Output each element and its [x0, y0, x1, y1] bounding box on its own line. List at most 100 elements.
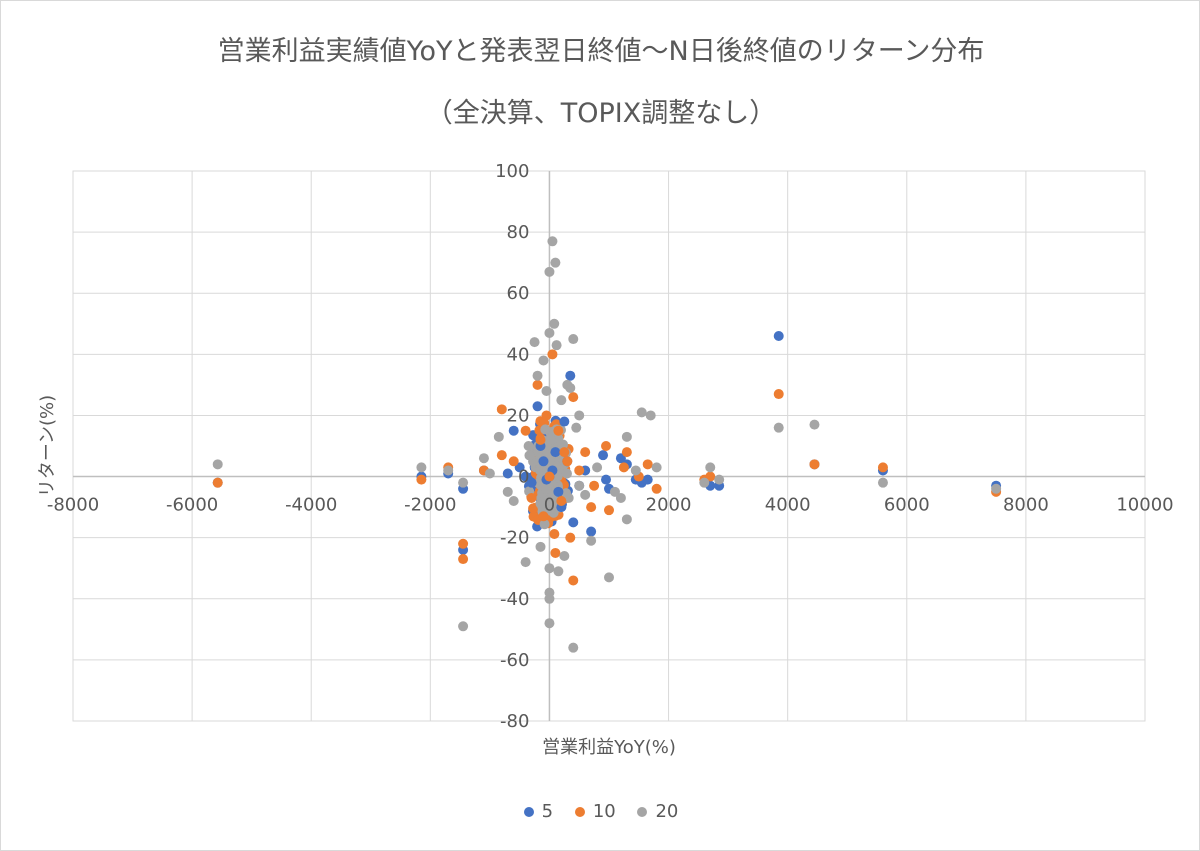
- data-point-20: [478, 453, 489, 464]
- y-tick-label: 40: [507, 344, 530, 365]
- y-tick-label: 60: [507, 283, 530, 304]
- data-point-20: [705, 462, 716, 473]
- data-point-10: [604, 505, 614, 516]
- data-point-20: [529, 337, 540, 348]
- x-tick-label: 6000: [884, 495, 930, 516]
- data-point-10: [496, 404, 507, 415]
- x-tick-label: 10000: [1116, 495, 1173, 516]
- x-tick-label: 2000: [646, 495, 692, 516]
- legend-label-5: 5: [541, 801, 554, 822]
- x-tick-label: -4000: [285, 495, 337, 516]
- data-point-20: [556, 395, 567, 406]
- chart-title: 営業利益実績値YoYと発表翌日終値～N日後終値のリターン分布: [217, 36, 985, 67]
- data-point-20: [651, 462, 662, 473]
- data-point-10: [618, 462, 629, 473]
- data-point-10: [458, 538, 469, 549]
- data-point-20: [212, 459, 223, 470]
- data-point-20: [547, 236, 558, 247]
- data-point-5: [532, 401, 543, 412]
- y-tick-label: 20: [507, 405, 530, 426]
- data-point-10: [547, 349, 558, 360]
- data-point-5: [565, 370, 576, 381]
- data-point-20: [621, 431, 632, 442]
- data-point-10: [621, 447, 632, 458]
- data-point-10: [651, 483, 662, 494]
- data-point-10: [601, 441, 612, 451]
- data-point-20: [592, 462, 603, 473]
- data-point-5: [559, 416, 570, 427]
- y-tick-label: -20: [500, 528, 529, 549]
- x-tick-label: 8000: [1003, 495, 1049, 516]
- data-point-20: [538, 355, 549, 366]
- data-point-20: [645, 410, 656, 421]
- x-tick-label: 4000: [765, 495, 811, 516]
- data-point-20: [550, 257, 561, 268]
- data-points: [212, 236, 1002, 653]
- data-point-10: [416, 474, 427, 485]
- y-axis-label: リターン(%): [37, 395, 58, 497]
- data-point-20: [621, 514, 632, 525]
- cluster-point-10: [549, 529, 560, 540]
- x-tick-label: 0: [544, 495, 555, 516]
- data-point-5: [502, 468, 513, 479]
- data-point-20: [458, 477, 469, 488]
- data-point-20: [568, 642, 579, 653]
- data-point-20: [535, 541, 546, 552]
- data-point-20: [544, 618, 555, 629]
- data-point-20: [544, 327, 555, 338]
- data-point-10: [562, 456, 573, 467]
- x-tick-label: -2000: [404, 495, 456, 516]
- data-point-20: [508, 496, 519, 506]
- data-point-20: [523, 441, 534, 451]
- cluster-point-20: [558, 439, 569, 450]
- data-point-5: [538, 456, 549, 467]
- data-point-20: [991, 483, 1002, 494]
- data-point-20: [586, 535, 597, 546]
- legend-item-20: 20: [637, 801, 678, 822]
- data-point-10: [532, 379, 543, 390]
- data-point-5: [598, 450, 609, 461]
- data-point-20: [532, 370, 543, 381]
- data-point-5: [508, 425, 519, 436]
- data-point-5: [568, 517, 579, 528]
- legend-marker-5: [523, 807, 534, 817]
- data-point-10: [568, 575, 579, 586]
- data-point-5: [550, 447, 561, 458]
- cluster-point-20: [541, 484, 552, 495]
- data-point-20: [574, 480, 585, 491]
- data-point-5: [601, 474, 612, 485]
- tick-labels: -8000 -6000 -4000 -2000 0 2000 4000 6000 8000 100…: [47, 161, 1174, 732]
- data-point-5: [526, 477, 537, 488]
- data-point-20: [541, 386, 552, 396]
- data-point-20: [416, 462, 427, 473]
- y-tick-label: -80: [500, 711, 529, 732]
- data-point-10: [538, 511, 549, 522]
- data-point-20: [630, 465, 641, 476]
- data-point-10: [559, 447, 570, 458]
- data-point-20: [544, 266, 555, 277]
- y-tick-label: -40: [500, 589, 529, 610]
- data-point-10: [535, 434, 546, 445]
- legend: 5 10 20: [1, 801, 1200, 822]
- legend-item-5: 5: [523, 801, 554, 822]
- data-point-10: [589, 480, 600, 491]
- data-point-10: [642, 459, 653, 470]
- data-point-5: [642, 474, 653, 485]
- data-point-20: [714, 474, 725, 485]
- cluster-point-20: [540, 424, 551, 435]
- data-point-10: [553, 425, 564, 436]
- data-point-20: [458, 621, 469, 632]
- data-point-10: [580, 447, 591, 458]
- data-point-20: [773, 422, 784, 433]
- x-tick-label: -8000: [47, 495, 99, 516]
- data-point-10: [541, 410, 552, 421]
- y-tick-label: 0: [518, 467, 529, 488]
- y-tick-label: -60: [500, 650, 529, 671]
- data-point-10: [565, 532, 576, 543]
- data-point-20: [484, 468, 495, 479]
- legend-label-20: 20: [655, 801, 679, 822]
- data-point-10: [508, 456, 519, 467]
- legend-item-10: 10: [574, 801, 616, 822]
- data-point-10: [544, 471, 555, 482]
